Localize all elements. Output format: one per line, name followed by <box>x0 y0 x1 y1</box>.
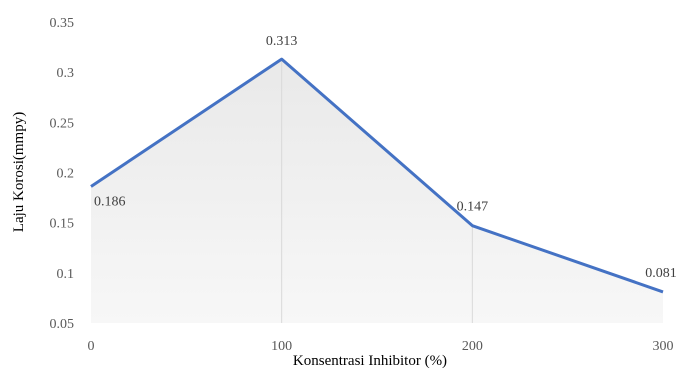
y-tick-label: 0.25 <box>50 116 75 131</box>
data-label: 0.147 <box>457 200 489 215</box>
y-tick-label: 0.1 <box>57 267 75 282</box>
x-axis-title: Konsentrasi Inhibitor (%) <box>293 353 447 369</box>
y-tick-label: 0.3 <box>57 66 75 81</box>
series-line-layer <box>90 57 664 294</box>
drop-lines-layer <box>281 59 473 323</box>
series-line <box>90 57 664 294</box>
data-label: 0.081 <box>645 266 677 281</box>
area-fill-layer <box>91 59 663 324</box>
y-axis-title: Laju Korosi(mmpy) <box>11 112 27 232</box>
area-fill <box>91 59 663 324</box>
y-axis-ticks: 0.05 0.1 0.15 0.2 0.25 0.3 0.35 <box>50 16 75 332</box>
data-labels-layer: 0.186 0.313 0.147 0.081 <box>94 34 677 281</box>
x-tick-label: 300 <box>653 339 674 354</box>
x-tick-label: 0 <box>88 339 95 354</box>
x-tick-label: 200 <box>462 339 483 354</box>
x-tick-label: 100 <box>271 339 292 354</box>
y-tick-label: 0.35 <box>50 16 75 31</box>
data-label: 0.186 <box>94 195 126 210</box>
data-label: 0.313 <box>266 34 298 49</box>
y-tick-label: 0.05 <box>50 317 75 332</box>
x-axis-ticks: 0 100 200 300 <box>88 339 674 354</box>
y-tick-label: 0.15 <box>50 217 75 232</box>
y-tick-label: 0.2 <box>57 167 75 182</box>
